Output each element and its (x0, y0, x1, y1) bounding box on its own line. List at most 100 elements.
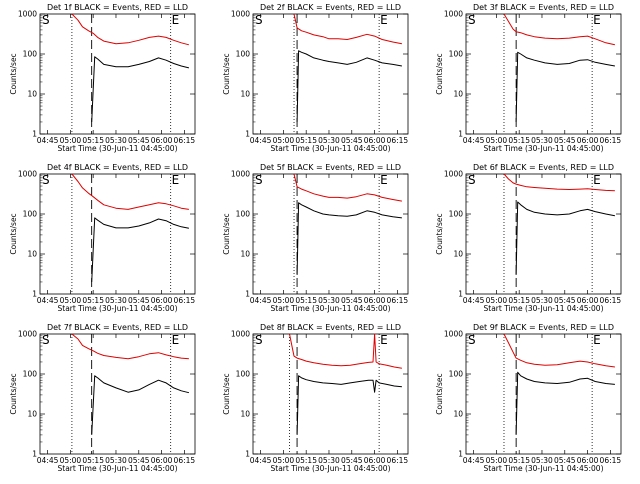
series-events-line (296, 202, 402, 275)
x-axis-label: Start Time (30-Jun-11 04:45:00) (271, 464, 391, 473)
x-tick-label: 05:00 (273, 456, 295, 465)
x-tick-label: 05:15 (508, 296, 530, 305)
x-axis-label: Start Time (30-Jun-11 04:45:00) (484, 304, 604, 313)
start-marker: S (468, 13, 476, 27)
x-tick-label: 05:30 (531, 136, 553, 145)
y-tick-label: 100 (23, 210, 38, 219)
x-tick-label: 06:15 (387, 296, 409, 305)
x-tick-label: 06:15 (174, 456, 196, 465)
y-tick-label: 100 (236, 370, 251, 379)
x-tick-label: 05:45 (128, 456, 150, 465)
x-axis-label: Start Time (30-Jun-11 04:45:00) (484, 144, 604, 153)
x-tick-label: 04:45 (37, 456, 59, 465)
x-tick-label: 05:15 (295, 296, 317, 305)
x-tick-label: 05:00 (273, 296, 295, 305)
panel-det-9f: Det 9f BLACK = Events, RED = LLD 1 10 100 10… (435, 323, 622, 473)
series-lld-line (503, 173, 615, 192)
plot-frame (39, 13, 196, 135)
x-tick-label: 05:15 (508, 136, 530, 145)
y-tick-label: 10 (27, 250, 37, 259)
start-marker: S (255, 333, 263, 347)
y-axis-label: Counts/sec (222, 213, 231, 254)
plot-frame (252, 333, 409, 455)
plot-frame (252, 173, 409, 295)
x-tick-label: 05:00 (486, 296, 508, 305)
end-marker: E (593, 13, 601, 27)
x-tick-label: 05:15 (295, 456, 317, 465)
series-lld-line (293, 13, 402, 45)
y-tick-label: 1 (458, 130, 463, 139)
panel-title: Det 7f BLACK = Events, RED = LLD (47, 323, 188, 332)
y-axis-label: Counts/sec (435, 373, 444, 414)
x-tick-label: 05:15 (82, 456, 104, 465)
y-axis-label: Counts/sec (9, 213, 18, 254)
x-tick-label: 06:15 (600, 136, 622, 145)
start-marker: S (42, 13, 50, 27)
series-lld-line (71, 13, 190, 46)
x-tick-label: 06:15 (600, 456, 622, 465)
x-tick-label: 05:45 (554, 456, 576, 465)
start-marker: S (255, 173, 263, 187)
y-tick-label: 10 (27, 90, 37, 99)
y-tick-label: 10 (240, 90, 250, 99)
y-tick-label: 1 (245, 450, 250, 459)
panel-det-4f: Det 4f BLACK = Events, RED = LLD 1 10 100 10… (9, 163, 196, 313)
y-tick-label: 10 (27, 410, 37, 419)
plot-frame (465, 173, 622, 295)
plot-frame (39, 173, 196, 295)
plot-frame (465, 13, 622, 135)
x-tick-label: 06:00 (151, 136, 173, 145)
start-marker: S (42, 173, 50, 187)
x-tick-label: 04:45 (463, 296, 485, 305)
plot-frame (252, 13, 409, 135)
y-axis-label: Counts/sec (9, 373, 18, 414)
panel-det-7f: Det 7f BLACK = Events, RED = LLD 1 10 100 10… (9, 323, 196, 473)
y-axis-label: Counts/sec (222, 373, 231, 414)
start-marker: S (42, 333, 50, 347)
y-tick-label: 100 (449, 50, 464, 59)
x-axis-label: Start Time (30-Jun-11 04:45:00) (58, 144, 178, 153)
x-tick-label: 06:00 (364, 136, 386, 145)
panel-title: Det 3f BLACK = Events, RED = LLD (473, 3, 614, 12)
y-tick-label: 10 (453, 250, 463, 259)
x-tick-label: 06:00 (151, 296, 173, 305)
x-tick-label: 05:45 (554, 136, 576, 145)
end-marker: E (380, 333, 388, 347)
x-tick-label: 05:15 (82, 136, 104, 145)
x-tick-label: 05:00 (273, 136, 295, 145)
y-tick-label: 1 (32, 450, 37, 459)
end-marker: E (593, 173, 601, 187)
end-marker: E (593, 333, 601, 347)
x-tick-label: 06:00 (364, 296, 386, 305)
end-marker: E (172, 173, 180, 187)
x-tick-label: 04:45 (463, 456, 485, 465)
panel-title: Det 6f BLACK = Events, RED = LLD (473, 163, 614, 172)
x-axis-label: Start Time (30-Jun-11 04:45:00) (271, 304, 391, 313)
y-tick-label: 100 (23, 370, 38, 379)
x-tick-label: 06:00 (577, 456, 599, 465)
x-axis-label: Start Time (30-Jun-11 04:45:00) (271, 144, 391, 153)
x-tick-label: 05:00 (486, 136, 508, 145)
panel-det-1f: Det 1f BLACK = Events, RED = LLD 1 10 100 10… (9, 3, 196, 153)
y-tick-label: 1000 (18, 170, 37, 179)
start-marker: S (468, 333, 476, 347)
y-tick-label: 1000 (231, 330, 250, 339)
series-events-line (515, 371, 615, 435)
series-events-line (515, 201, 615, 275)
x-tick-label: 05:30 (318, 136, 340, 145)
series-events-line (296, 50, 402, 123)
x-tick-label: 06:00 (364, 456, 386, 465)
y-tick-label: 1000 (18, 10, 37, 19)
y-tick-label: 1 (245, 130, 250, 139)
x-tick-label: 04:45 (250, 296, 272, 305)
panel-title: Det 9f BLACK = Events, RED = LLD (473, 323, 614, 332)
x-tick-label: 05:30 (105, 296, 127, 305)
series-lld-line (293, 173, 402, 202)
y-tick-label: 100 (23, 50, 38, 59)
end-marker: E (172, 333, 180, 347)
x-tick-label: 04:45 (37, 296, 59, 305)
x-tick-label: 05:45 (341, 136, 363, 145)
panel-det-5f: Det 5f BLACK = Events, RED = LLD 1 10 100 10… (222, 163, 409, 313)
x-tick-label: 05:00 (60, 136, 82, 145)
x-tick-label: 05:45 (128, 296, 150, 305)
